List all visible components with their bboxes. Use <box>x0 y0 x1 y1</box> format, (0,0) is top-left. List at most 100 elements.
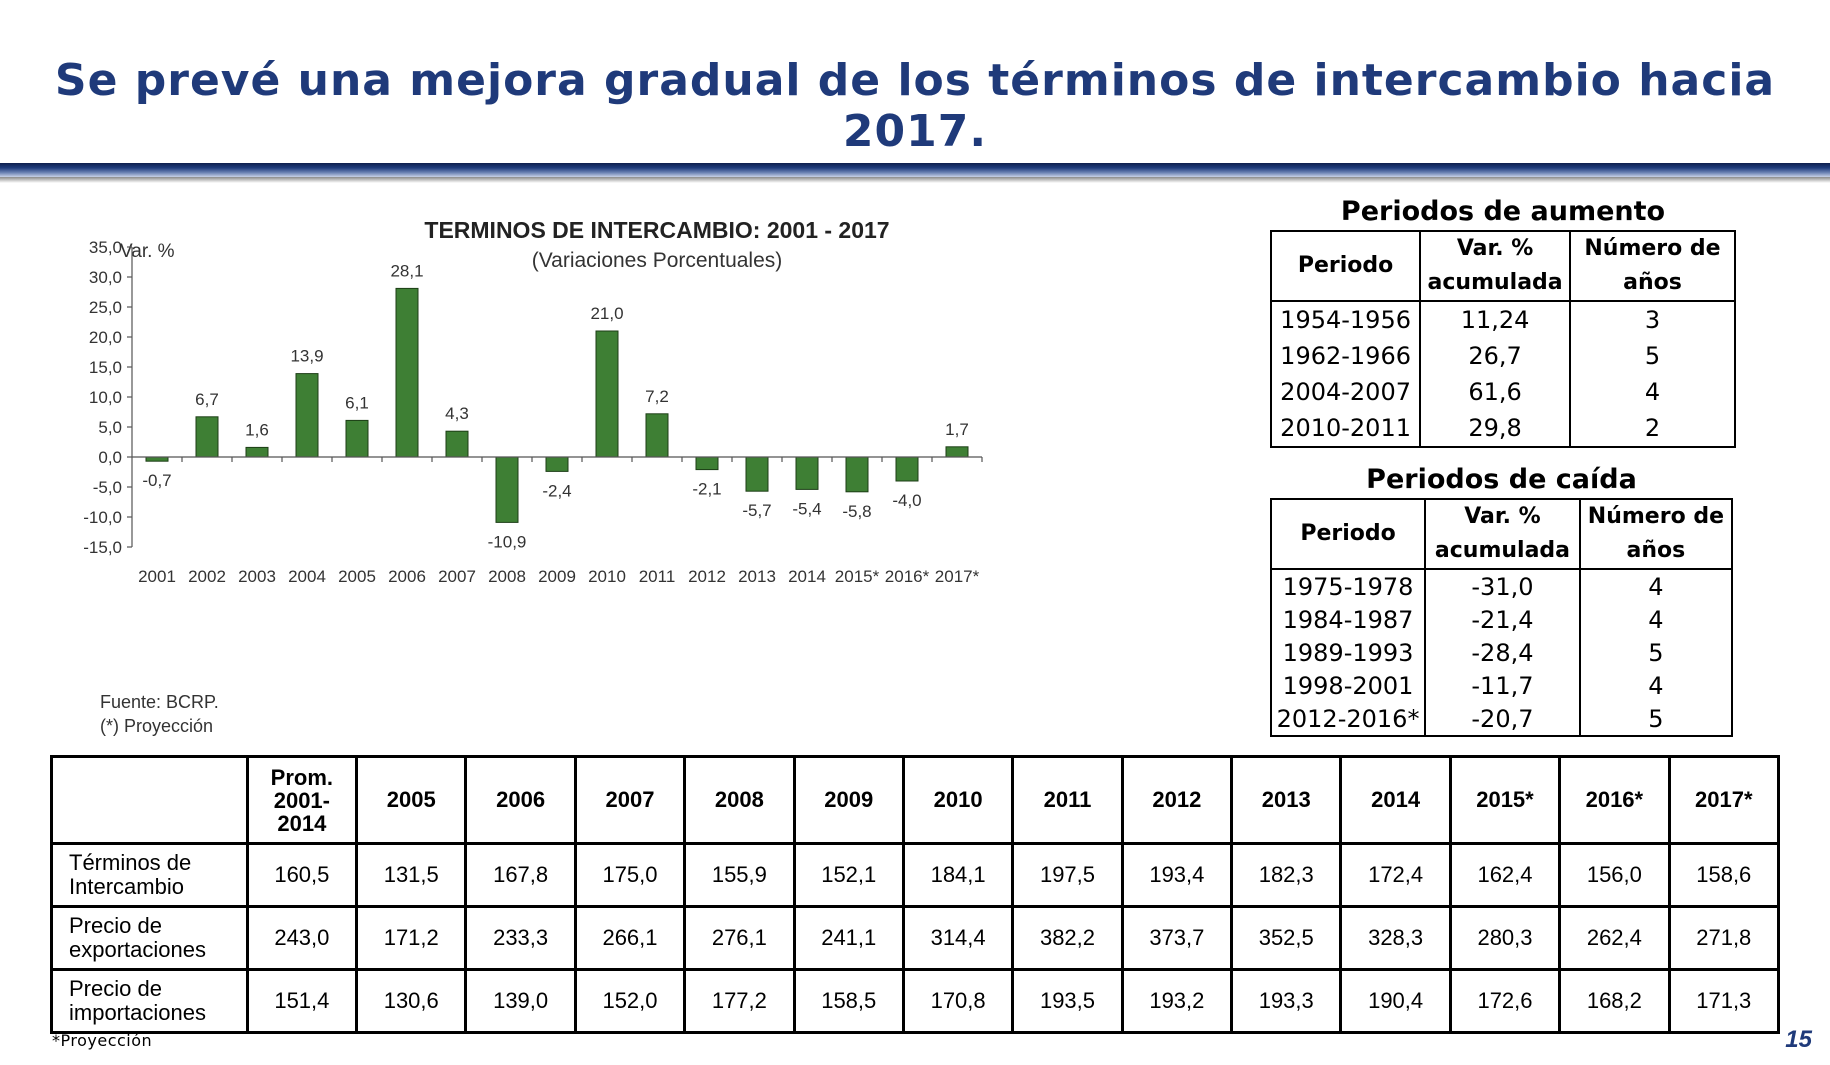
table-row: 1984-1987 -21,4 4 <box>1269 603 1734 636</box>
table-cell: 130,6 <box>355 968 468 1034</box>
x-tick-label: 2001 <box>138 567 176 586</box>
bar-value-label: 13,9 <box>290 347 323 366</box>
x-tick-label: 2010 <box>588 567 626 586</box>
table-cell: 152,0 <box>573 968 687 1034</box>
table-cell: 190,4 <box>1339 968 1452 1034</box>
bar <box>345 419 369 458</box>
bar <box>295 373 319 458</box>
page-number: 15 <box>1785 1026 1812 1053</box>
x-tick-label: 2016* <box>885 567 930 586</box>
table-cell: 241,1 <box>792 905 905 971</box>
header-empty <box>50 755 249 845</box>
row-label-line1: Términos de <box>69 850 192 875</box>
table-cell: 266,1 <box>573 905 687 971</box>
bar <box>195 416 219 458</box>
table-cell: 328,3 <box>1339 905 1452 971</box>
row-label-line2: exportaciones <box>69 937 206 962</box>
chart-subtitle: (Variaciones Porcentuales) <box>532 249 783 272</box>
table-cell: 26,7 <box>1419 338 1571 374</box>
row-label: Precio de exportaciones <box>50 905 249 971</box>
table-cell: 4 <box>1578 669 1734 702</box>
y-tick-label: -15,0 <box>83 538 122 557</box>
x-tick-label: 2008 <box>488 567 526 586</box>
table-cell: 1989-1993 <box>1269 636 1427 669</box>
x-tick-label: 2004 <box>288 567 326 586</box>
table-cell: 171,3 <box>1667 968 1781 1034</box>
table-cell: -20,7 <box>1424 702 1581 737</box>
bar-value-label: -4,0 <box>892 491 921 510</box>
aumento-header-var: Var. % <box>1456 236 1534 261</box>
table-cell: 193,5 <box>1011 968 1124 1034</box>
table-cell: 184,1 <box>901 842 1015 908</box>
table-cell: 162,4 <box>1448 842 1562 908</box>
caida-header-var: Var. % <box>1464 504 1541 529</box>
aumento-table: Periodo Var. % acumulada Número de años 19… <box>1269 230 1737 448</box>
slide-title: Se prevé una mejora gradual de los térmi… <box>54 55 1776 157</box>
x-tick-label: 2003 <box>238 567 276 586</box>
header-prom-range-start: 2001- <box>273 787 330 813</box>
table-row: 1954-1956 11,24 3 <box>1269 301 1737 338</box>
y-axis: 35,0 30,0 25,0 20,0 15,0 10,0 5,0 0,0 -5,0 -10,0 -… <box>83 238 133 557</box>
bar-value-label: 7,2 <box>645 387 669 406</box>
row-label-line2: Intercambio <box>69 874 184 899</box>
bar <box>245 446 269 458</box>
table-cell: 2010-2011 <box>1269 410 1422 448</box>
table-cell: 61,6 <box>1419 374 1571 410</box>
bar-value-label: -10,9 <box>488 532 527 551</box>
header-year: 2015* <box>1448 755 1562 845</box>
chart-source: Fuente: BCRP. <box>100 692 219 712</box>
table-row: 1975-1978 -31,0 4 <box>1269 569 1734 603</box>
table-cell: -11,7 <box>1424 669 1581 702</box>
table-cell: 139,0 <box>464 968 577 1034</box>
table-cell: 243,0 <box>245 905 359 971</box>
table-cell: 1954-1956 <box>1269 301 1422 338</box>
table-row: 1989-1993 -28,4 5 <box>1269 636 1734 669</box>
x-tick-label: 2013 <box>738 567 776 586</box>
table-cell: 177,2 <box>683 968 796 1034</box>
row-label-line1: Precio de <box>69 976 162 1001</box>
x-tick-label: 2017* <box>935 567 980 586</box>
table-cell: 160,5 <box>245 842 359 908</box>
table-row: 2004-2007 61,6 4 <box>1269 374 1737 410</box>
table-row: Términos de Intercambio 160,5 131,5 167,8 175… <box>50 842 1781 908</box>
table-cell: 131,5 <box>355 842 468 908</box>
caida-header-anos: años <box>1626 538 1686 563</box>
bar <box>145 456 169 462</box>
row-label-line1: Precio de <box>69 913 162 938</box>
header-year: 2016* <box>1558 755 1671 845</box>
x-tick-label: 2005 <box>338 567 376 586</box>
index-table: Prom. 2001- 2014 2005 2006 2007 2008 2009 … <box>50 755 1781 1034</box>
table-cell: 314,4 <box>901 905 1015 971</box>
table-row: 1962-1966 26,7 5 <box>1269 338 1737 374</box>
bar-value-label: 28,1 <box>390 261 423 280</box>
bar-value-label: -5,8 <box>842 502 871 521</box>
x-tick-label: 2011 <box>639 567 676 586</box>
header-year: 2013 <box>1230 755 1343 845</box>
y-tick-label: 15,0 <box>89 358 122 377</box>
table-cell: 155,9 <box>683 842 796 908</box>
bar <box>945 446 969 458</box>
header-year: 2008 <box>683 755 796 845</box>
table-cell: 4 <box>1568 374 1737 410</box>
header-year: 2006 <box>464 755 577 845</box>
header-prom: Prom. <box>270 764 334 790</box>
bar <box>695 456 719 471</box>
bar <box>795 456 819 490</box>
bar <box>395 287 419 458</box>
y-tick-label: 10,0 <box>89 388 122 407</box>
table-cell: 280,3 <box>1448 905 1562 971</box>
table-cell: 1984-1987 <box>1269 603 1427 636</box>
y-tick-label: 0,0 <box>98 448 122 467</box>
table-cell: 170,8 <box>901 968 1015 1034</box>
table-cell: 156,0 <box>1558 842 1671 908</box>
table-row: 2012-2016* -20,7 5 <box>1269 702 1734 737</box>
y-tick-label: -5,0 <box>93 478 122 497</box>
header-year: 2012 <box>1120 755 1234 845</box>
y-axis-label: Var. % <box>120 241 175 262</box>
table-cell: -28,4 <box>1424 636 1581 669</box>
title-divider-shadow <box>0 177 1830 183</box>
table-cell: 2012-2016* <box>1269 702 1427 737</box>
table-cell: 175,0 <box>573 842 687 908</box>
header-year: 2007 <box>573 755 687 845</box>
bar <box>495 456 519 523</box>
